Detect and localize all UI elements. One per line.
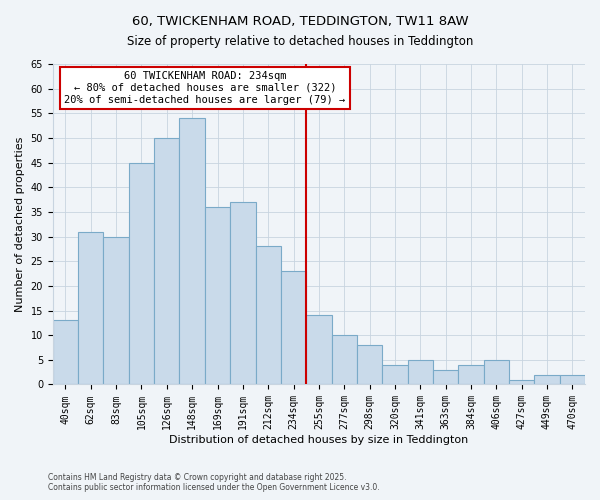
Bar [407, 360, 433, 384]
Bar [560, 374, 585, 384]
Bar [179, 118, 205, 384]
Bar [256, 246, 281, 384]
Bar [78, 232, 103, 384]
Text: 60, TWICKENHAM ROAD, TEDDINGTON, TW11 8AW: 60, TWICKENHAM ROAD, TEDDINGTON, TW11 8A… [131, 15, 469, 28]
Bar [154, 138, 179, 384]
X-axis label: Distribution of detached houses by size in Teddington: Distribution of detached houses by size … [169, 435, 469, 445]
Bar [484, 360, 509, 384]
Bar [230, 202, 256, 384]
Text: Size of property relative to detached houses in Teddington: Size of property relative to detached ho… [127, 35, 473, 48]
Bar [357, 345, 382, 385]
Bar [53, 320, 78, 384]
Bar [382, 365, 407, 384]
Bar [205, 207, 230, 384]
Text: Contains HM Land Registry data © Crown copyright and database right 2025.
Contai: Contains HM Land Registry data © Crown c… [48, 473, 380, 492]
Bar [306, 316, 332, 384]
Bar [509, 380, 535, 384]
Bar [458, 365, 484, 384]
Bar [103, 236, 129, 384]
Bar [433, 370, 458, 384]
Bar [281, 271, 306, 384]
Bar [129, 162, 154, 384]
Bar [332, 335, 357, 384]
Y-axis label: Number of detached properties: Number of detached properties [15, 136, 25, 312]
Text: 60 TWICKENHAM ROAD: 234sqm
← 80% of detached houses are smaller (322)
20% of sem: 60 TWICKENHAM ROAD: 234sqm ← 80% of deta… [64, 72, 346, 104]
Bar [535, 374, 560, 384]
